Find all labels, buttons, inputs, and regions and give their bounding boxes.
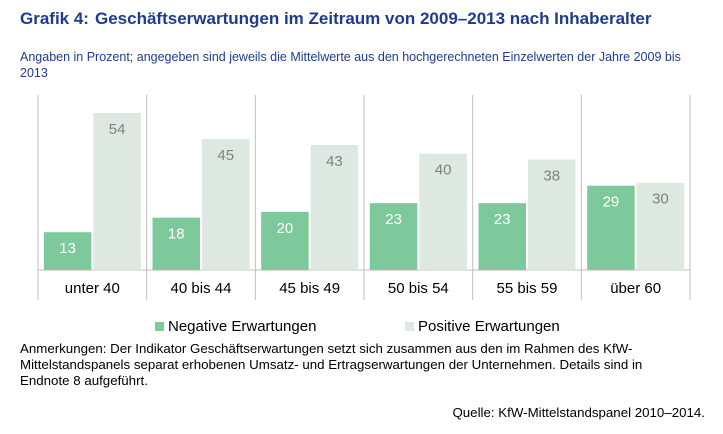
legend-label: Negative Erwartungen bbox=[168, 318, 316, 335]
bar bbox=[152, 217, 200, 270]
value-label: 40 bbox=[435, 162, 452, 179]
bar bbox=[528, 159, 576, 270]
chart-title: Geschäftserwartungen im Zeitraum von 200… bbox=[95, 9, 652, 28]
bar bbox=[636, 182, 685, 270]
x-tick-label: unter 40 bbox=[65, 280, 120, 297]
subtitle: Angaben in Prozent; angegeben sind jewei… bbox=[20, 50, 681, 80]
legend-swatch bbox=[155, 322, 164, 331]
value-label: 30 bbox=[652, 191, 669, 208]
value-label: 45 bbox=[217, 147, 234, 164]
x-tick-label: 45 bis 49 bbox=[279, 280, 340, 297]
x-tick-label: 40 bis 44 bbox=[171, 280, 232, 297]
x-tick-label: 55 bis 59 bbox=[497, 280, 558, 297]
legend-swatch bbox=[405, 322, 414, 331]
chart-title-block: Grafik 4: Geschäftserwartungen im Zeitrau… bbox=[20, 9, 652, 29]
legend-label: Positive Erwartungen bbox=[418, 318, 560, 335]
value-label: 13 bbox=[59, 240, 76, 257]
value-label: 20 bbox=[277, 220, 294, 237]
value-label: 38 bbox=[543, 167, 560, 184]
bar bbox=[419, 153, 467, 270]
value-label: 23 bbox=[385, 211, 402, 228]
value-label: 54 bbox=[109, 121, 126, 138]
value-label: 29 bbox=[603, 194, 620, 211]
bar bbox=[310, 144, 359, 270]
value-label: 18 bbox=[168, 226, 185, 243]
bar bbox=[43, 232, 92, 270]
title-label: Grafik 4: bbox=[20, 9, 89, 28]
bar bbox=[587, 185, 635, 270]
value-label: 43 bbox=[326, 153, 343, 170]
bar bbox=[202, 139, 250, 270]
note: Anmerkungen: Der Indikator Geschäftserwa… bbox=[20, 341, 643, 388]
source: Quelle: KfW-Mittelstandspanel 2010–2014. bbox=[452, 405, 705, 420]
bar bbox=[369, 203, 418, 270]
value-label: 23 bbox=[494, 211, 511, 228]
bar bbox=[261, 211, 309, 270]
x-tick-label: über 60 bbox=[610, 280, 661, 297]
bar bbox=[478, 203, 526, 270]
x-tick-label: 50 bis 54 bbox=[388, 280, 449, 297]
bar bbox=[93, 113, 141, 270]
